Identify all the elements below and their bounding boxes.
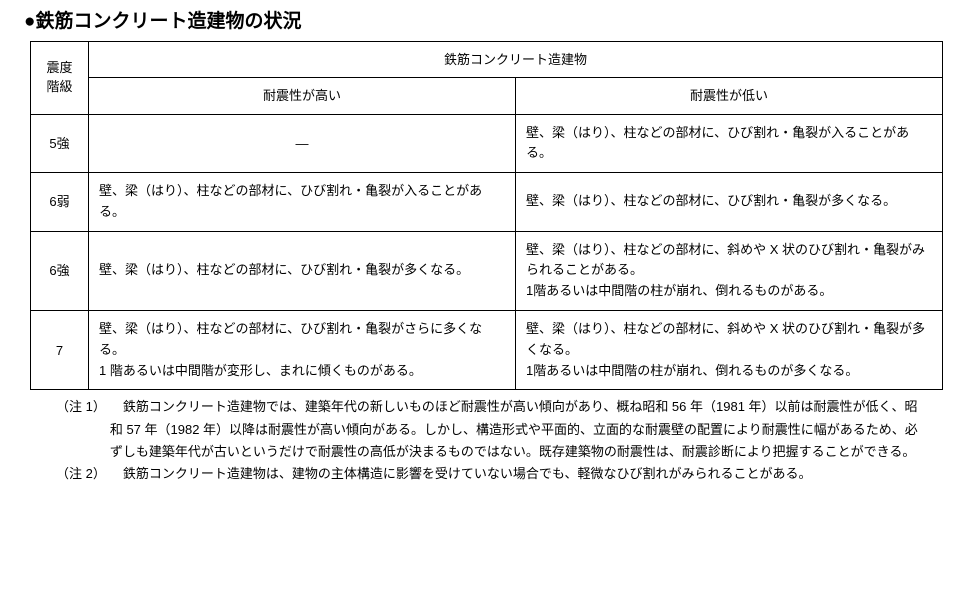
- table-row: 7壁、梁（はり）、柱などの部材に、ひび割れ・亀裂がさらに多くなる。1 階あるいは…: [31, 311, 943, 390]
- note: （注 1） 鉄筋コンクリート造建物では、建築年代の新しいものほど耐震性が高い傾向…: [56, 396, 928, 462]
- cell-level: 6弱: [31, 173, 89, 232]
- header-high: 耐震性が高い: [89, 78, 516, 115]
- note-body: 鉄筋コンクリート造建物では、建築年代の新しいものほど耐震性が高い傾向があり、概ね…: [110, 396, 928, 462]
- note-label: （注 1）: [56, 396, 106, 462]
- cell-high: 壁、梁（はり）、柱などの部材に、ひび割れ・亀裂がさらに多くなる。1 階あるいは中…: [89, 311, 516, 390]
- note-label: （注 2）: [56, 463, 106, 485]
- header-building: 鉄筋コンクリート造建物: [89, 41, 943, 78]
- cell-low: 壁、梁（はり）、柱などの部材に、斜めや X 状のひび割れ・亀裂がみられることがあ…: [516, 231, 943, 310]
- cell-low: 壁、梁（はり）、柱などの部材に、ひび割れ・亀裂が入ることがある。: [516, 114, 943, 173]
- cell-high: 壁、梁（はり）、柱などの部材に、ひび割れ・亀裂が多くなる。: [89, 231, 516, 310]
- table-row: 5強―壁、梁（はり）、柱などの部材に、ひび割れ・亀裂が入ることがある。: [31, 114, 943, 173]
- cell-high: 壁、梁（はり）、柱などの部材に、ひび割れ・亀裂が入ることがある。: [89, 173, 516, 232]
- cell-level: 6強: [31, 231, 89, 310]
- table-row: 6弱壁、梁（はり）、柱などの部材に、ひび割れ・亀裂が入ることがある。壁、梁（はり…: [31, 173, 943, 232]
- section-title: ●鉄筋コンクリート造建物の状況: [24, 8, 940, 37]
- table-body: 5強―壁、梁（はり）、柱などの部材に、ひび割れ・亀裂が入ることがある。6弱壁、梁…: [31, 114, 943, 390]
- cell-level: 5強: [31, 114, 89, 173]
- table-row: 6強壁、梁（はり）、柱などの部材に、ひび割れ・亀裂が多くなる。壁、梁（はり）、柱…: [31, 231, 943, 310]
- cell-level: 7: [31, 311, 89, 390]
- note: （注 2） 鉄筋コンクリート造建物は、建物の主体構造に影響を受けていない場合でも…: [56, 463, 928, 485]
- note-body: 鉄筋コンクリート造建物は、建物の主体構造に影響を受けていない場合でも、軽微なひび…: [110, 463, 928, 485]
- rc-building-table: 震度階級 鉄筋コンクリート造建物 耐震性が高い 耐震性が低い 5強―壁、梁（はり…: [30, 41, 943, 391]
- cell-low: 壁、梁（はり）、柱などの部材に、斜めや X 状のひび割れ・亀裂が多くなる。1階あ…: [516, 311, 943, 390]
- notes-block: （注 1） 鉄筋コンクリート造建物では、建築年代の新しいものほど耐震性が高い傾向…: [56, 396, 928, 484]
- cell-high: ―: [89, 114, 516, 173]
- header-shindo: 震度階級: [31, 41, 89, 114]
- cell-low: 壁、梁（はり）、柱などの部材に、ひび割れ・亀裂が多くなる。: [516, 173, 943, 232]
- header-low: 耐震性が低い: [516, 78, 943, 115]
